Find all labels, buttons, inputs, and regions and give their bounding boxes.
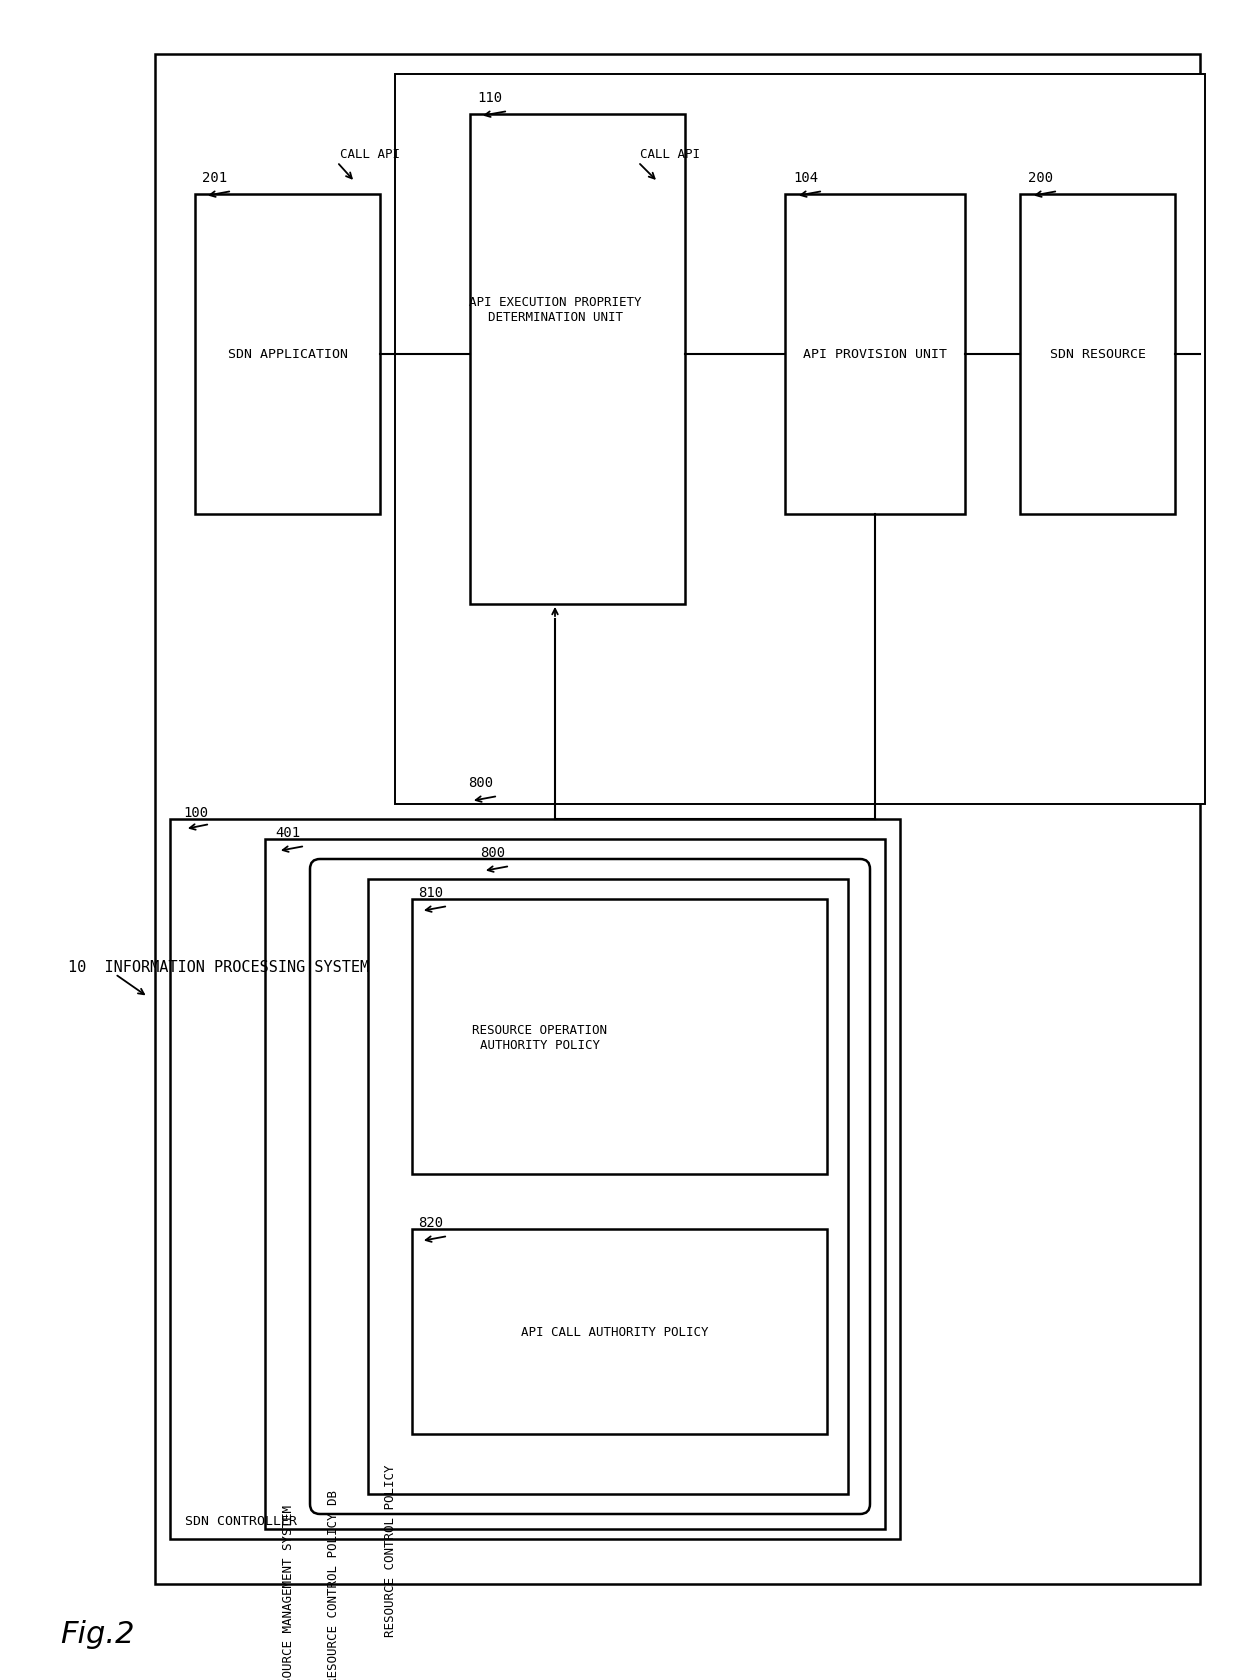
Text: RESOURCE CONTROL POLICY: RESOURCE CONTROL POLICY — [384, 1465, 397, 1636]
Text: NETWORK RESOURCE MANAGEMENT SYSTEM: NETWORK RESOURCE MANAGEMENT SYSTEM — [281, 1504, 295, 1680]
Text: 401: 401 — [275, 825, 300, 840]
Text: SDN APPLICATION: SDN APPLICATION — [228, 348, 348, 361]
Text: Fig.2: Fig.2 — [60, 1620, 134, 1648]
Text: 201: 201 — [202, 171, 227, 185]
Text: 820: 820 — [418, 1215, 443, 1230]
Bar — [412, 1230, 827, 1435]
Bar — [470, 114, 684, 605]
Bar — [785, 195, 965, 514]
Text: 800: 800 — [480, 845, 505, 860]
Text: API EXECUTION PROPRIETY
DETERMINATION UNIT: API EXECUTION PROPRIETY DETERMINATION UN… — [469, 296, 641, 324]
Text: 110: 110 — [477, 91, 502, 104]
Bar — [1021, 195, 1176, 514]
Text: SDN CONTROLLER: SDN CONTROLLER — [185, 1514, 298, 1527]
Text: API PROVISION UNIT: API PROVISION UNIT — [804, 348, 947, 361]
FancyBboxPatch shape — [310, 860, 870, 1514]
Bar — [396, 76, 1205, 805]
Bar — [412, 899, 827, 1174]
Text: SDN RESOURCE: SDN RESOURCE — [1050, 348, 1146, 361]
Text: RESOURCE OPERATION
AUTHORITY POLICY: RESOURCE OPERATION AUTHORITY POLICY — [472, 1023, 608, 1052]
Bar — [265, 840, 885, 1529]
Text: API CALL AUTHORITY POLICY: API CALL AUTHORITY POLICY — [521, 1326, 709, 1339]
Bar — [170, 820, 900, 1539]
Text: CALL API: CALL API — [640, 148, 701, 161]
Text: 810: 810 — [418, 885, 443, 899]
Text: 200: 200 — [1028, 171, 1053, 185]
Text: CALL API: CALL API — [340, 148, 401, 161]
Text: 104: 104 — [794, 171, 818, 185]
Bar — [368, 879, 848, 1494]
Bar — [195, 195, 379, 514]
Text: 100: 100 — [184, 805, 208, 820]
Text: 800: 800 — [467, 776, 494, 790]
Text: 10  INFORMATION PROCESSING SYSTEM: 10 INFORMATION PROCESSING SYSTEM — [68, 959, 370, 974]
Text: RESOURCE CONTROL POLICY DB: RESOURCE CONTROL POLICY DB — [327, 1488, 340, 1680]
Bar — [155, 55, 1200, 1584]
